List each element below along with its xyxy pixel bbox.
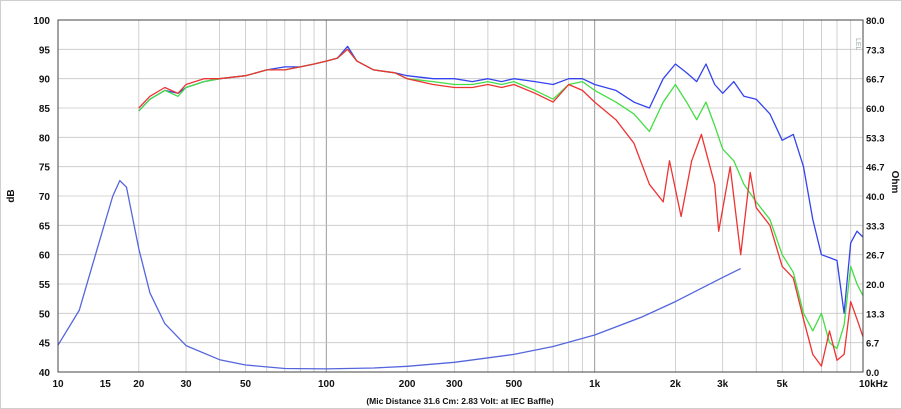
y2-tick-label: 13.3 <box>866 309 885 320</box>
y2-tick-label: 53.3 <box>866 133 885 144</box>
x-tick-label: 1k <box>589 379 601 390</box>
x-tick-labels: 10 15 20 30 50 100 200 300 500 1k 2k 3k 5k 10kHz <box>52 379 887 390</box>
x-tick-label: 30 <box>180 379 192 390</box>
y2-axis-label: Ohm <box>889 171 900 194</box>
y2-tick-label: 20.0 <box>866 280 885 291</box>
y-tick-label: 100 <box>33 16 50 27</box>
x-tick-label: 10kHz <box>859 379 888 390</box>
y2-tick-label: 33.3 <box>866 221 885 232</box>
y2-tick-label: 80.0 <box>866 16 885 27</box>
grid <box>58 20 863 372</box>
y2-tick-label: 46.7 <box>866 163 885 174</box>
y2-tick-label: 40.0 <box>866 192 885 203</box>
x-tick-label: 5k <box>777 379 789 390</box>
y-tick-label: 40 <box>39 368 51 379</box>
y2-tick-label: 6.7 <box>866 339 879 350</box>
y2-tick-label: 0.0 <box>866 368 879 379</box>
y-tick-label: 70 <box>39 192 51 203</box>
y2-tick-label: 66.7 <box>866 75 885 86</box>
y-tick-label: 65 <box>39 221 51 232</box>
y2-tick-label: 73.3 <box>866 45 885 56</box>
y2-tick-label: 60.0 <box>866 104 885 115</box>
y-tick-label: 50 <box>39 309 51 320</box>
y-tick-label: 55 <box>39 280 51 291</box>
x-tick-label: 3k <box>717 379 729 390</box>
x-tick-label: 50 <box>240 379 252 390</box>
series-layer <box>57 45 864 370</box>
y-tick-label: 95 <box>39 45 51 56</box>
x-tick-label: 100 <box>318 379 335 390</box>
series-line-1 <box>138 45 864 314</box>
x-tick-label: 15 <box>100 379 112 390</box>
x-tick-label: 500 <box>506 379 523 390</box>
y-tick-label: 80 <box>39 133 51 144</box>
x-tick-label: 2k <box>670 379 682 390</box>
corner-mark: LEL <box>854 38 861 51</box>
x-tick-label: 20 <box>133 379 145 390</box>
y2-tick-labels: 80.0 73.3 66.7 60.0 53.3 46.7 40.0 33.3 26.7 20.0… <box>866 16 885 379</box>
plot-border <box>57 19 864 373</box>
y-axis-label: dB <box>6 189 17 202</box>
y2-tick-label: 26.7 <box>866 251 885 262</box>
x-axis-label: (Mic Distance 31.6 Cm: 2.83 Volt: at IEC… <box>366 396 554 406</box>
x-tick-label: 300 <box>446 379 463 390</box>
y-tick-label: 85 <box>39 104 51 115</box>
y-tick-label: 90 <box>39 75 51 86</box>
y-tick-label: 75 <box>39 163 51 174</box>
y-tick-labels: 100 95 90 85 80 75 70 65 60 55 50 45 40 <box>33 16 50 379</box>
series-line-3 <box>138 48 864 367</box>
x-tick-label: 10 <box>52 379 64 390</box>
y-tick-label: 60 <box>39 251 51 262</box>
x-tick-label: 200 <box>399 379 416 390</box>
series-line-4 <box>57 179 741 370</box>
y-tick-label: 45 <box>39 339 51 350</box>
